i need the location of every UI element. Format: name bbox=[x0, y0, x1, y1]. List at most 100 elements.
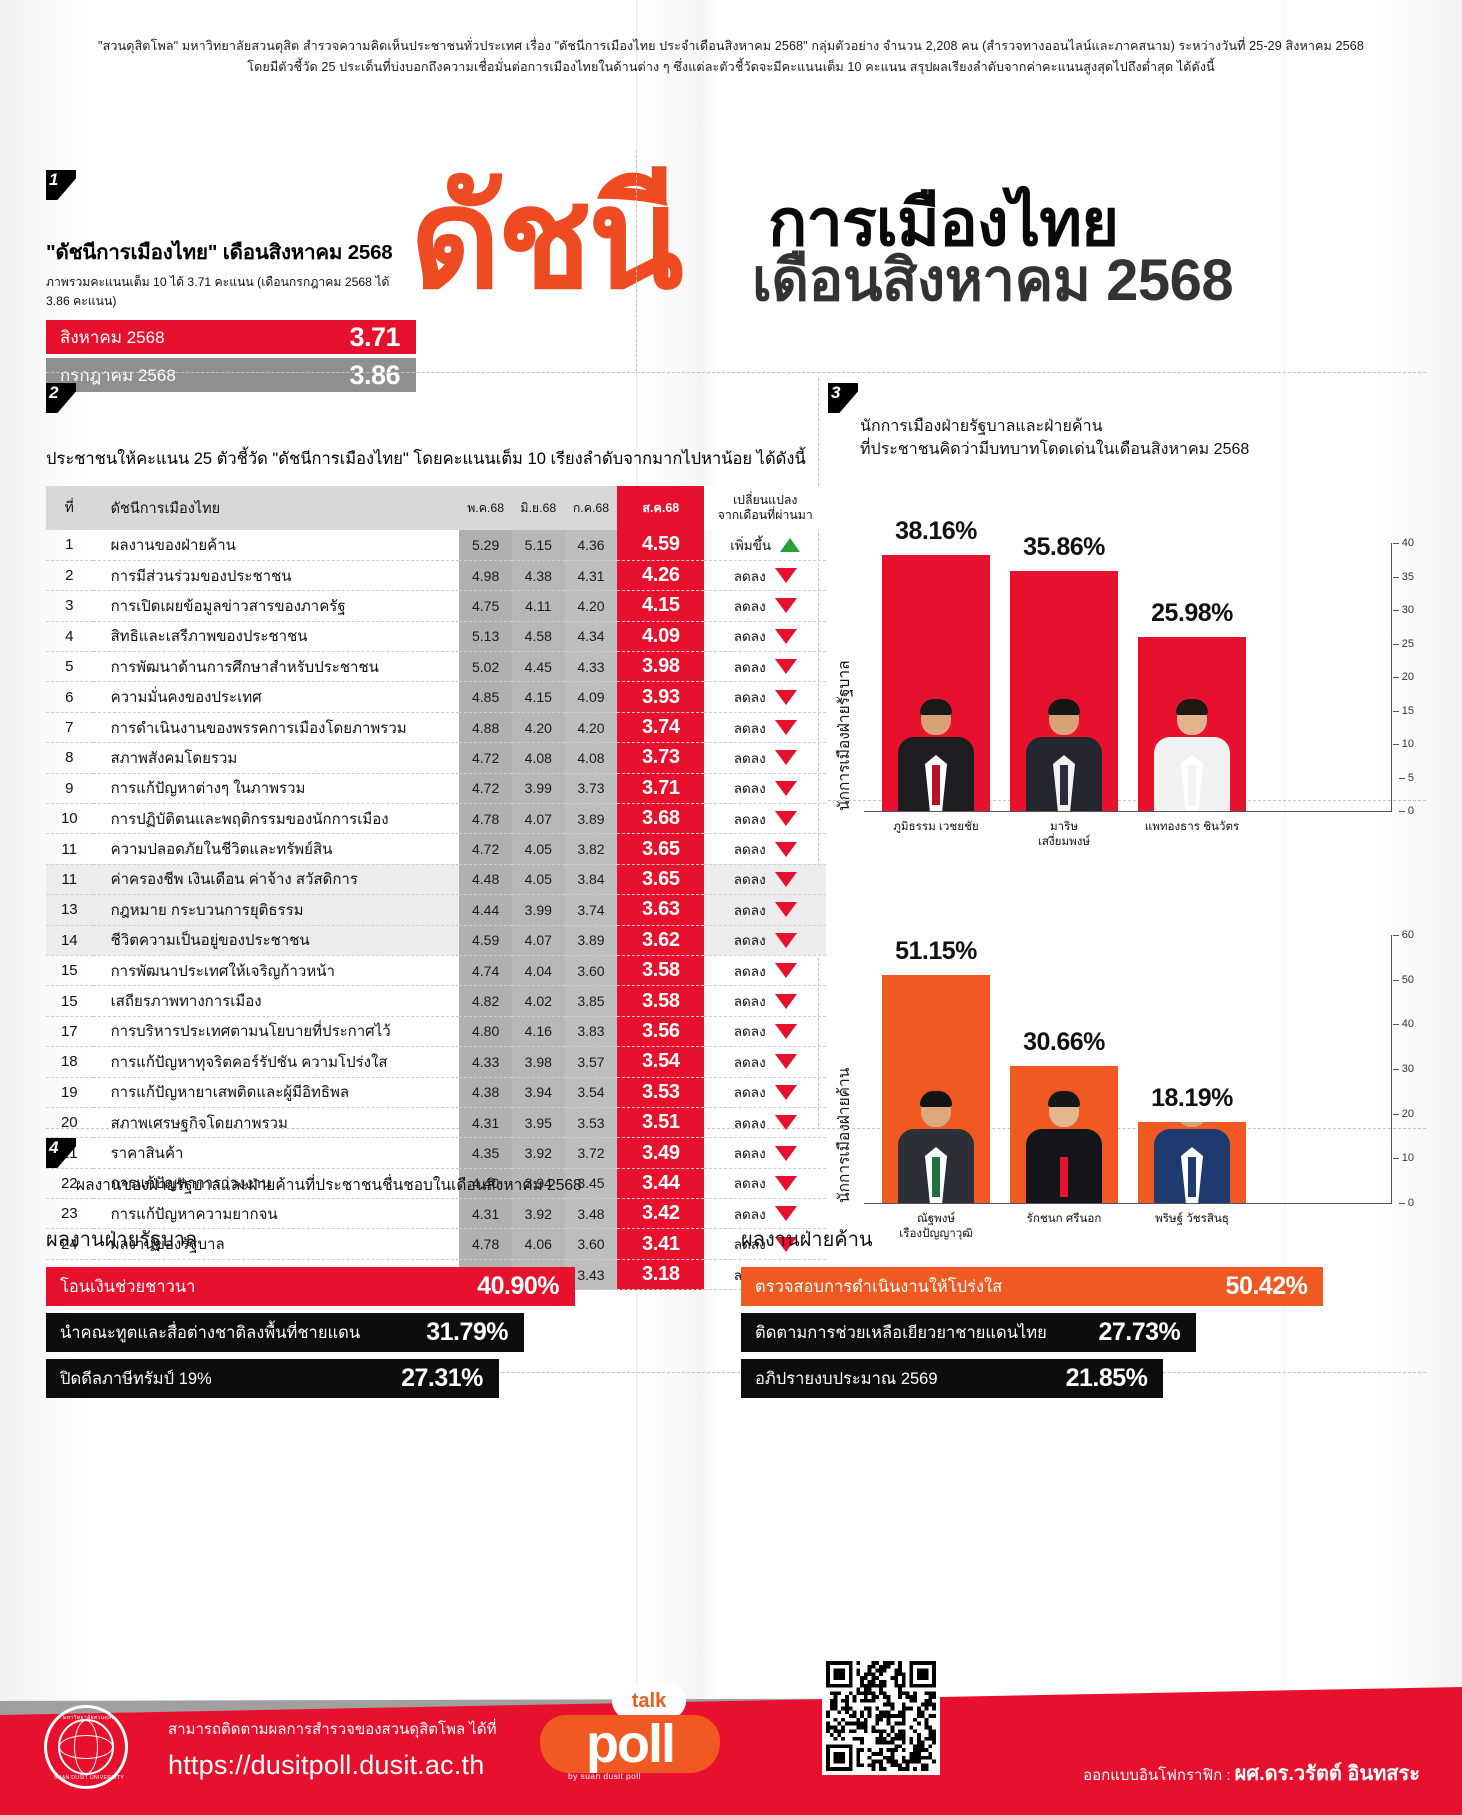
gov-works-column: ผลงานฝ่ายรัฐบาล โอนเงินช่วยชาวนา 40.90% นำ… bbox=[46, 1223, 631, 1405]
row-change-label: ลดลง bbox=[733, 1176, 766, 1192]
chart-y-tick: 30 bbox=[1392, 604, 1414, 616]
chart-y-tick: 35 bbox=[1392, 571, 1414, 583]
row-change: ลดลง bbox=[704, 1077, 826, 1108]
row-indicator-name: สภาพสังคมโดยรวม bbox=[92, 742, 460, 774]
qr-code-image bbox=[826, 1661, 936, 1771]
arrow-down-icon bbox=[774, 598, 797, 614]
chart-bars: 51.15% ณัฐพงษ์ เรืองปัญญาวุฒิ 30.66% รักชนก … bbox=[882, 935, 1246, 1240]
row-score-jul: 3.60 bbox=[564, 955, 618, 987]
row-indicator-name: การแก้ปัญหาทุจริตคอร์รัปชัน ความโปร่งใส bbox=[92, 1046, 460, 1078]
chart-bar-category-label: ภูมิธรรม เวชยชัย bbox=[893, 820, 979, 833]
dusitpoll-url-link[interactable]: https://dusitpoll.dusit.ac.th bbox=[168, 1750, 485, 1780]
row-score-may: 4.31 bbox=[459, 1198, 512, 1230]
row-change: ลดลง bbox=[704, 803, 826, 835]
row-change: ลดลง bbox=[704, 833, 826, 865]
chart-bar bbox=[1010, 1066, 1118, 1203]
arrow-down-icon bbox=[774, 902, 797, 918]
table-row: 23 การแก้ปัญหาความยากจน 4.31 3.92 3.48 3.42 ลด… bbox=[46, 1198, 826, 1230]
chart-bar bbox=[1138, 636, 1246, 811]
row-score-jul: 3.45 bbox=[564, 1168, 618, 1200]
row-change-label: ลดลง bbox=[733, 568, 766, 584]
table-row: 22 การแก้ปัญหาการว่างงาน 4.40 3.94 3.45 3.44 ล… bbox=[46, 1168, 826, 1200]
row-rank: 15 bbox=[46, 955, 93, 987]
col-header-may: พ.ค.68 bbox=[459, 486, 512, 530]
qr-code[interactable] bbox=[822, 1657, 940, 1775]
row-change-label: ลดลง bbox=[733, 1085, 766, 1101]
poll-logo: talk poll by suan dusit poll bbox=[540, 1683, 720, 1785]
work-item-label: โอนเงินช่วยชาวนา bbox=[60, 1277, 196, 1296]
section-politicians: 3 นักการเมืองฝ่ายรัฐบาลและฝ่ายค้าน ที่ปร… bbox=[828, 383, 1428, 1240]
row-score-may: 4.72 bbox=[459, 773, 512, 805]
row-indicator-name: การแก้ปัญหายาเสพติดและผู้มีอิทธิพล bbox=[92, 1077, 460, 1108]
row-change: ลดลง bbox=[704, 773, 826, 805]
row-change: ลดลง bbox=[704, 1046, 826, 1078]
main-title: ดัชนี การเมืองไทย เดือนสิงหาคม 2568 bbox=[400, 164, 1250, 333]
work-item-label: ปิดดีลภาษีทรัมป์ 19% bbox=[60, 1369, 212, 1388]
chart-bars: 38.16% ภูมิธรรม เวชยชัย 35.86% มาริษ เสงี่ยม… bbox=[882, 517, 1246, 848]
arrow-down-icon bbox=[774, 1175, 797, 1191]
table-row: 24 ผลงานของรัฐบาล 4.78 4.06 3.60 3.41 ลดลง bbox=[46, 1228, 826, 1260]
divider-charts bbox=[828, 800, 1426, 801]
chart-bar bbox=[1138, 1121, 1246, 1203]
row-rank: 8 bbox=[46, 742, 93, 774]
table-row: 13 กฎหมาย กระบวนการยุติธรรม 4.44 3.99 3.74 3.… bbox=[46, 894, 826, 926]
row-score-jul: 4.34 bbox=[564, 621, 618, 653]
col-header-change-line2: จากเดือนที่ผ่านมา bbox=[717, 508, 813, 522]
work-item-label: นำคณะทูตและสื่อต่างชาติลงพื้นที่ชายแดน bbox=[60, 1323, 361, 1342]
row-score-may: 4.82 bbox=[459, 985, 512, 1017]
row-change-label: ลดลง bbox=[733, 629, 766, 645]
table-row: 8 สภาพสังคมโดยรวม 4.72 4.08 4.08 3.73 ลดลง bbox=[46, 742, 826, 774]
row-score-may: 4.31 bbox=[459, 1107, 512, 1139]
row-indicator-name: ผลงานของฝ่ายค้าน bbox=[92, 530, 460, 561]
chart-y-tick: 20 bbox=[1392, 671, 1414, 683]
row-change: ลดลง bbox=[704, 1168, 826, 1200]
row-change-label: ลดลง bbox=[733, 659, 766, 675]
divider-top bbox=[46, 372, 1426, 373]
row-rank: 4 bbox=[46, 621, 93, 653]
row-rank: 17 bbox=[46, 1016, 93, 1048]
table-row: 11 ความปลอดภัยในชีวิตและทรัพย์สิน 4.72 4.05… bbox=[46, 833, 826, 865]
index-row-august: สิงหาคม 2568 3.71 bbox=[46, 320, 416, 354]
chart-bar-value-label: 25.98% bbox=[1151, 598, 1233, 627]
row-rank: 5 bbox=[46, 651, 93, 683]
row-score-jul: 3.74 bbox=[564, 894, 618, 926]
row-change: ลดลง bbox=[704, 894, 826, 926]
arrow-down-icon bbox=[774, 659, 797, 675]
section-number-1: 1 bbox=[46, 170, 76, 200]
row-indicator-name: กฎหมาย กระบวนการยุติธรรม bbox=[92, 894, 460, 926]
row-score-jul: 3.83 bbox=[564, 1016, 618, 1048]
politician-portrait bbox=[892, 699, 980, 811]
university-logo-top-text: มหาวิทยาลัยสวนดุสิต bbox=[62, 1715, 116, 1721]
table-row: 15 เสถียรภาพทางการเมือง 4.82 4.02 3.85 3.58 ลด… bbox=[46, 985, 826, 1017]
chart-y-tick: 15 bbox=[1392, 705, 1414, 717]
row-change-label: ลดลง bbox=[733, 994, 766, 1010]
row-score-jul: 3.53 bbox=[564, 1107, 618, 1139]
chart-bar-group: 25.98% แพทองธาร ชินวัตร bbox=[1138, 543, 1246, 833]
arrow-down-icon bbox=[774, 1084, 797, 1100]
row-rank: 13 bbox=[46, 894, 93, 926]
work-item-value: 21.85% bbox=[1065, 1364, 1148, 1392]
row-score-may: 4.33 bbox=[459, 1046, 512, 1078]
row-score-aug: 3.98 bbox=[617, 651, 705, 683]
section-overall-index: 1 "ดัชนีการเมืองไทย" เดือนสิงหาคม 2568 ภ… bbox=[46, 170, 416, 392]
opp-works-column: ผลงานฝ่ายค้าน ตรวจสอบการดำเนินงานให้โปร่… bbox=[741, 1223, 1326, 1405]
chart-bar-value-label: 35.86% bbox=[1023, 532, 1105, 561]
arrow-down-icon bbox=[774, 568, 797, 584]
row-score-may: 4.80 bbox=[459, 1016, 512, 1048]
chart-y-tick: 5 bbox=[1398, 772, 1414, 784]
section3-heading: นักการเมืองฝ่ายรัฐบาลและฝ่ายค้าน ที่ประช… bbox=[860, 415, 1428, 461]
work-item-value: 40.90% bbox=[477, 1272, 560, 1300]
arrow-up-icon bbox=[780, 537, 801, 552]
row-score-may: 5.29 bbox=[459, 530, 512, 561]
row-change-label: ลดลง bbox=[733, 1024, 766, 1040]
section-number-3: 3 bbox=[828, 383, 858, 413]
row-score-aug: 3.71 bbox=[617, 773, 705, 805]
table-row: 15 การพัฒนาประเทศให้เจริญก้าวหน้า 4.74 4.04… bbox=[46, 955, 826, 987]
politician-portrait bbox=[1148, 1121, 1236, 1203]
row-indicator-name: การแก้ปัญหาต่างๆ ในภาพรวม bbox=[92, 773, 460, 805]
table-row: 5 การพัฒนาด้านการศึกษาสำหรับประชาชน 5.02 4.… bbox=[46, 651, 826, 683]
chart-y-tick: 50 bbox=[1392, 974, 1414, 986]
row-rank: 9 bbox=[46, 773, 93, 805]
row-score-aug: 3.74 bbox=[617, 712, 705, 744]
row-change-label: ลดลง bbox=[733, 1237, 766, 1253]
